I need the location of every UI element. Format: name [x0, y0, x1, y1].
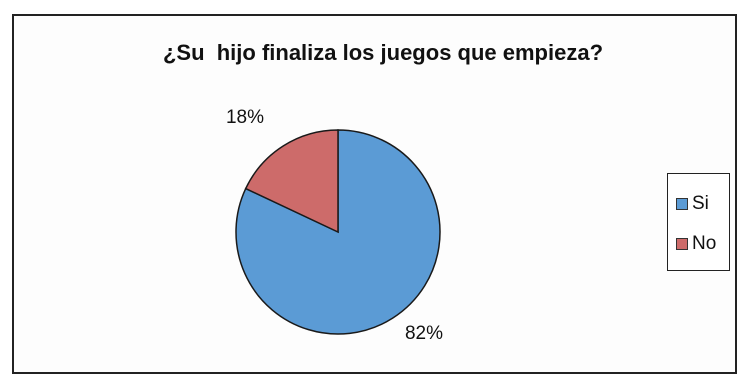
chart-title: ¿Su hijo finaliza los juegos que empieza… [162, 40, 604, 65]
pie-slices [235, 129, 441, 335]
legend-label-no: No [692, 233, 717, 254]
data-label-si: 82% [405, 323, 443, 344]
chart-legend: Si No [667, 173, 730, 271]
legend-swatch-no [676, 238, 688, 250]
data-label-no: 18% [226, 107, 264, 128]
legend-item-si: Si [676, 192, 709, 216]
legend-item-no: No [676, 232, 716, 256]
pie-slice-no [244, 129, 339, 234]
pie-data-labels: 82% 18% [226, 107, 443, 344]
legend-swatch-si [676, 198, 688, 210]
legend-label-si: Si [692, 193, 709, 214]
pie-chart: 82% 18% [226, 107, 443, 344]
